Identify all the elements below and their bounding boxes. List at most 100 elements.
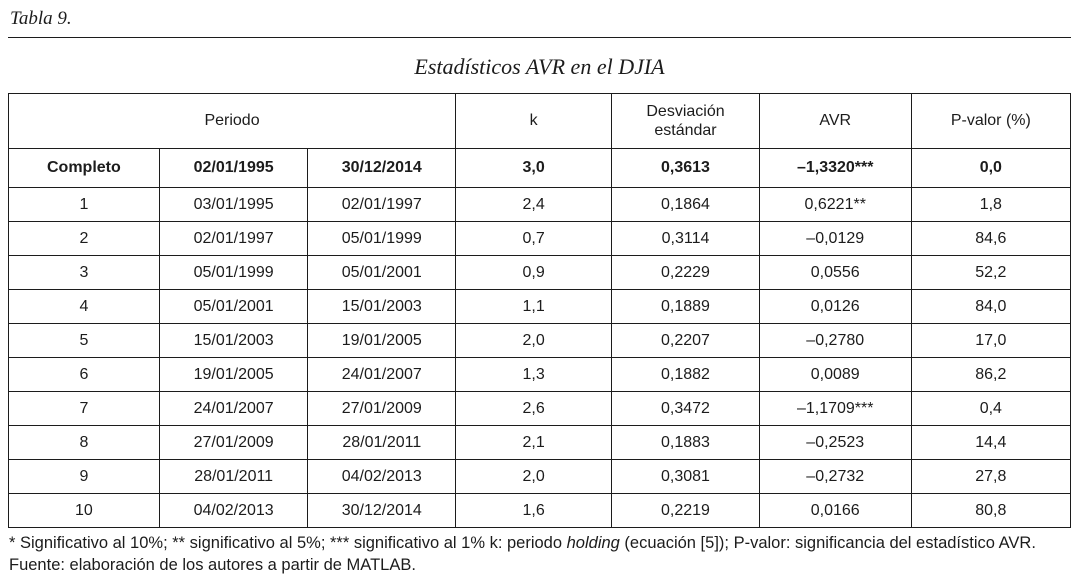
footnotes: * Significativo al 10%; ** significativo… (8, 533, 1071, 577)
cell-fecha-fin: 30/12/2014 (307, 493, 457, 528)
table-header: Periodo k Desviación estándar AVR P-valo… (7, 93, 1072, 149)
cell-fecha-inicio: 04/02/2013 (158, 493, 309, 528)
column-header-pvalor: P-valor (%) (910, 93, 1072, 149)
cell-avr: 0,0126 (758, 289, 912, 324)
cell-avr: 0,0089 (758, 357, 912, 392)
cell-desviacion: 0,3472 (611, 391, 760, 426)
cell-k: 2,0 (455, 459, 613, 494)
cell-fecha-fin: 05/01/2001 (307, 255, 457, 290)
table-row: 10 04/02/2013 30/12/2014 1,6 0,2219 0,01… (8, 493, 1072, 528)
cell-periodo-label: 3 (8, 255, 160, 290)
cell-periodo-label: 9 (8, 459, 160, 494)
cell-pvalor: 1,8 (910, 187, 1072, 222)
cell-desviacion: 0,2219 (611, 493, 760, 528)
cell-pvalor: 27,8 (910, 459, 1072, 494)
cell-avr: 0,0556 (758, 255, 912, 290)
cell-periodo-label: 8 (8, 425, 160, 460)
cell-fecha-fin: 02/01/1997 (307, 187, 457, 222)
cell-fecha-inicio: 05/01/2001 (158, 289, 309, 324)
cell-periodo-label: 2 (8, 221, 160, 256)
cell-avr: 0,0166 (758, 493, 912, 528)
cell-periodo-label: 4 (8, 289, 160, 324)
avr-statistics-table: Periodo k Desviación estándar AVR P-valo… (7, 93, 1072, 528)
cell-fecha-inicio: 19/01/2005 (158, 357, 309, 392)
cell-fecha-fin: 05/01/1999 (307, 221, 457, 256)
cell-pvalor: 52,2 (910, 255, 1072, 290)
cell-avr: –1,1709*** (758, 391, 912, 426)
table-row: 9 28/01/2011 04/02/2013 2,0 0,3081 –0,27… (8, 459, 1072, 494)
cell-pvalor: 84,6 (910, 221, 1072, 256)
top-rule (8, 37, 1071, 38)
cell-periodo-label: 6 (8, 357, 160, 392)
cell-avr: –1,3320*** (758, 148, 912, 188)
table-title: Estadísticos AVR en el DJIA (414, 54, 665, 79)
table-label: Tabla 9. (10, 8, 72, 29)
cell-fecha-inicio: 28/01/2011 (158, 459, 309, 494)
cell-avr: –0,2523 (758, 425, 912, 460)
column-header-periodo: Periodo (7, 93, 457, 149)
cell-avr: 0,6221** (758, 187, 912, 222)
column-header-avr: AVR (758, 93, 912, 149)
header-row: Periodo k Desviación estándar AVR P-valo… (7, 93, 1072, 149)
table-row: 1 03/01/1995 02/01/1997 2,4 0,1864 0,622… (8, 187, 1072, 222)
cell-avr: –0,2732 (758, 459, 912, 494)
cell-fecha-inicio: 03/01/1995 (158, 187, 309, 222)
cell-fecha-fin: 24/01/2007 (307, 357, 457, 392)
cell-pvalor: 80,8 (910, 493, 1072, 528)
cell-pvalor: 86,2 (910, 357, 1072, 392)
table-row: 8 27/01/2009 28/01/2011 2,1 0,1883 –0,25… (8, 425, 1072, 460)
cell-k: 1,1 (455, 289, 613, 324)
cell-periodo-label: 10 (8, 493, 160, 528)
column-header-desviacion: Desviación estándar (611, 93, 760, 149)
cell-avr: –0,2780 (758, 323, 912, 358)
footnote-holding-term: holding (566, 534, 620, 552)
footnote-significance-pre: * Significativo al 10%; ** significativo… (9, 534, 567, 552)
cell-k: 0,9 (455, 255, 613, 290)
cell-periodo-label: Completo (8, 148, 160, 188)
cell-pvalor: 0,4 (910, 391, 1072, 426)
footnote-significance: * Significativo al 10%; ** significativo… (9, 533, 1070, 555)
cell-k: 1,3 (455, 357, 613, 392)
cell-desviacion: 0,1889 (611, 289, 760, 324)
table-row: 7 24/01/2007 27/01/2009 2,6 0,3472 –1,17… (8, 391, 1072, 426)
cell-k: 0,7 (455, 221, 613, 256)
table-row: 5 15/01/2003 19/01/2005 2,0 0,2207 –0,27… (8, 323, 1072, 358)
cell-fecha-fin: 28/01/2011 (307, 425, 457, 460)
table-row: Completo 02/01/1995 30/12/2014 3,0 0,361… (8, 148, 1072, 188)
cell-fecha-fin: 04/02/2013 (307, 459, 457, 494)
cell-fecha-fin: 30/12/2014 (307, 148, 457, 188)
cell-k: 1,6 (455, 493, 613, 528)
footnote-source: Fuente: elaboración de los autores a par… (9, 555, 416, 574)
cell-pvalor: 84,0 (910, 289, 1072, 324)
cell-fecha-inicio: 24/01/2007 (158, 391, 309, 426)
cell-k: 2,1 (455, 425, 613, 460)
cell-fecha-fin: 19/01/2005 (307, 323, 457, 358)
cell-avr: –0,0129 (758, 221, 912, 256)
cell-fecha-inicio: 02/01/1997 (158, 221, 309, 256)
cell-periodo-label: 7 (8, 391, 160, 426)
cell-desviacion: 0,3114 (611, 221, 760, 256)
cell-desviacion: 0,3613 (611, 148, 760, 188)
cell-periodo-label: 5 (8, 323, 160, 358)
cell-pvalor: 14,4 (910, 425, 1072, 460)
table-row: 3 05/01/1999 05/01/2001 0,9 0,2229 0,055… (8, 255, 1072, 290)
cell-desviacion: 0,1883 (611, 425, 760, 460)
cell-desviacion: 0,1864 (611, 187, 760, 222)
table-body: Completo 02/01/1995 30/12/2014 3,0 0,361… (8, 148, 1072, 528)
cell-k: 2,6 (455, 391, 613, 426)
cell-desviacion: 0,3081 (611, 459, 760, 494)
cell-pvalor: 17,0 (910, 323, 1072, 358)
cell-fecha-inicio: 02/01/1995 (158, 148, 309, 188)
cell-fecha-fin: 15/01/2003 (307, 289, 457, 324)
cell-fecha-inicio: 15/01/2003 (158, 323, 309, 358)
cell-desviacion: 0,1882 (611, 357, 760, 392)
cell-desviacion: 0,2207 (611, 323, 760, 358)
table-row: 6 19/01/2005 24/01/2007 1,3 0,1882 0,008… (8, 357, 1072, 392)
cell-k: 2,0 (455, 323, 613, 358)
cell-fecha-inicio: 27/01/2009 (158, 425, 309, 460)
cell-desviacion: 0,2229 (611, 255, 760, 290)
cell-fecha-inicio: 05/01/1999 (158, 255, 309, 290)
footnote-significance-post: (ecuación [5]); P-valor: significancia d… (619, 534, 1036, 552)
cell-k: 2,4 (455, 187, 613, 222)
